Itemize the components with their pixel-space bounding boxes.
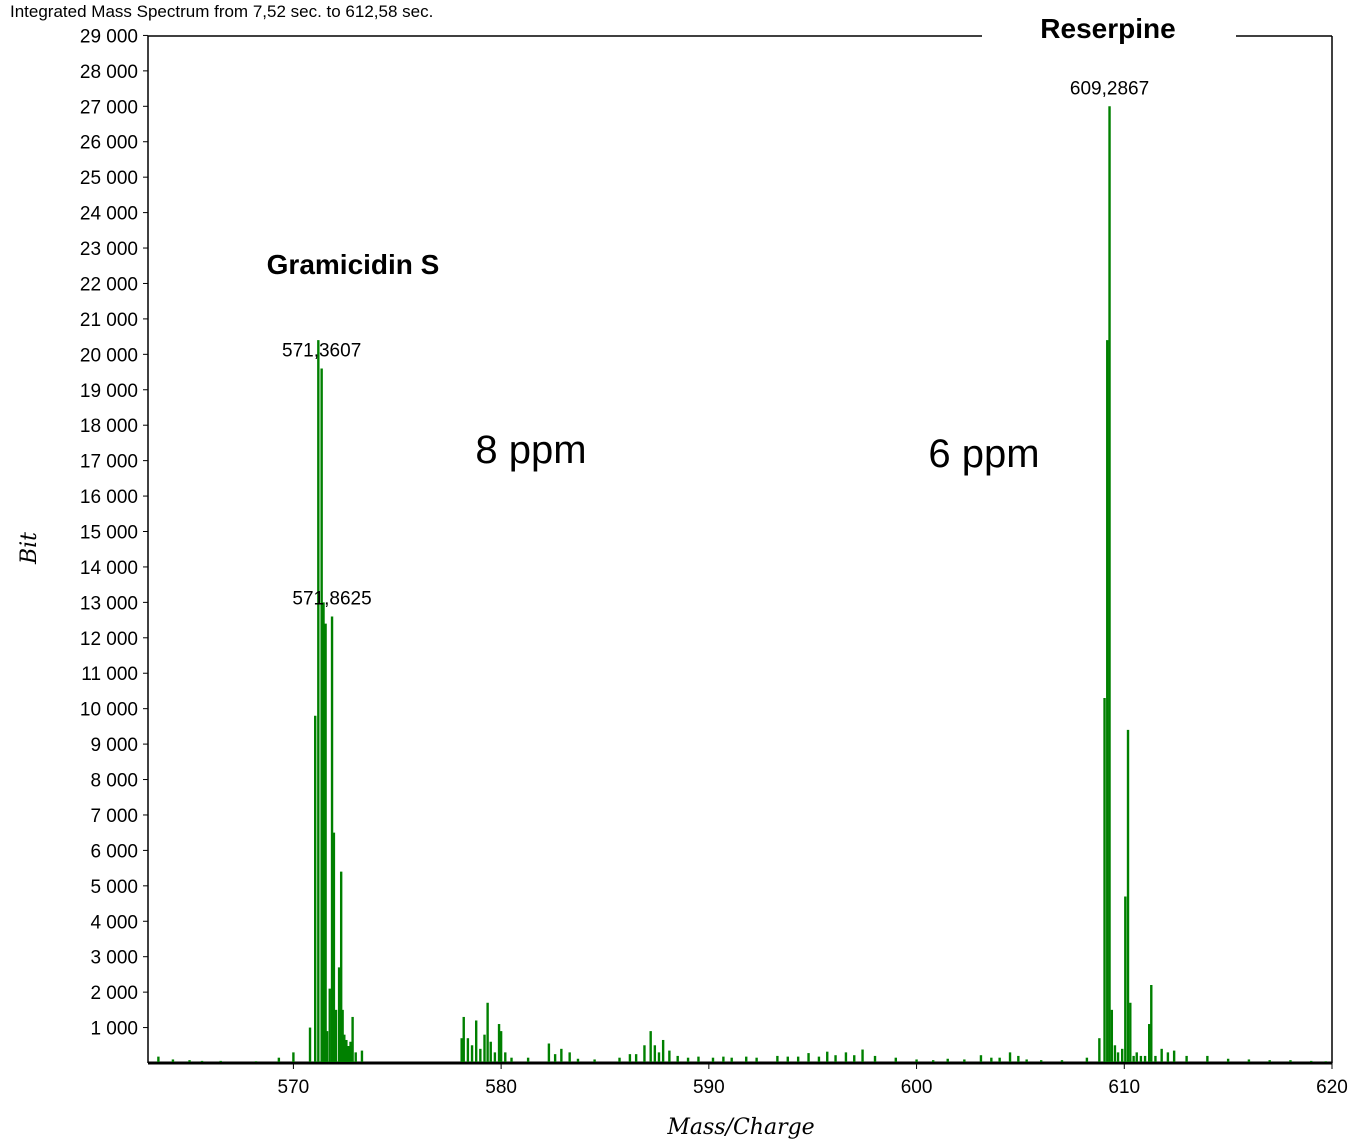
ppm-right-label: 6 ppm (928, 432, 1039, 476)
y-tick-label: 17 000 (80, 452, 138, 473)
y-tick-label: 4 000 (90, 912, 138, 933)
y-tick-label: 11 000 (81, 664, 138, 685)
y-tick-label: 10 000 (80, 700, 138, 721)
y-tick-label: 14 000 (80, 558, 138, 579)
x-tick-label: 570 (278, 1077, 310, 1098)
y-tick-label: 22 000 (80, 274, 138, 295)
x-tick-label: 590 (693, 1077, 725, 1098)
y-tick-label: 27 000 (80, 97, 138, 118)
y-tick-label: 18 000 (80, 416, 138, 437)
y-axis-label: Bit (17, 532, 42, 565)
x-axis-label: Mass/Charge (666, 1115, 814, 1139)
x-tick-label: 620 (1316, 1077, 1348, 1098)
reserpine-label: Reserpine (1040, 13, 1175, 44)
y-tick-label: 5 000 (90, 877, 138, 898)
y-tick-label: 20 000 (80, 345, 138, 366)
y-tick-label: 15 000 (80, 523, 138, 544)
gramicidin-label: Gramicidin S (267, 249, 440, 280)
y-tick-label: 21 000 (80, 310, 138, 331)
x-tick-label: 600 (901, 1077, 933, 1098)
y-tick-label: 23 000 (80, 239, 138, 260)
peak-label: 571,3607 (282, 341, 361, 362)
y-tick-label: 26 000 (80, 133, 138, 154)
y-ticks: 1 000 2 000 3 000 4 000 5 000 6 000 7 000 8 000… (80, 26, 148, 1040)
x-ticks: 570 580 590 600 610 620 (278, 1063, 1348, 1098)
y-tick-label: 8 000 (90, 771, 138, 792)
ppm-left-label: 8 ppm (475, 428, 586, 472)
y-tick-label: 19 000 (80, 381, 138, 402)
y-tick-label: 6 000 (90, 841, 138, 862)
y-tick-label: 25 000 (80, 168, 138, 189)
spectrum-peaks (157, 106, 1327, 1062)
y-tick-label: 9 000 (90, 735, 138, 756)
plot-frame (147, 35, 1333, 1065)
y-tick-label: 13 000 (80, 593, 138, 614)
y-tick-label: 1 000 (90, 1019, 138, 1040)
peak-annotations: 571,3607 571,8625 609,2867 (282, 78, 1149, 609)
y-tick-label: 16 000 (80, 487, 138, 508)
y-tick-label: 24 000 (80, 204, 138, 225)
y-tick-label: 28 000 (80, 62, 138, 83)
y-tick-label: 12 000 (80, 629, 138, 650)
y-tick-label: 7 000 (90, 806, 138, 827)
y-tick-label: 3 000 (90, 948, 138, 969)
chart-title: Integrated Mass Spectrum from 7,52 sec. … (10, 2, 433, 21)
y-tick-label: 2 000 (90, 983, 138, 1004)
peak-label: 571,8625 (292, 589, 371, 610)
x-tick-label: 580 (485, 1077, 517, 1098)
y-tick-label: 29 000 (80, 26, 138, 47)
x-tick-label: 610 (1108, 1077, 1140, 1098)
peak-label: 609,2867 (1070, 78, 1149, 99)
